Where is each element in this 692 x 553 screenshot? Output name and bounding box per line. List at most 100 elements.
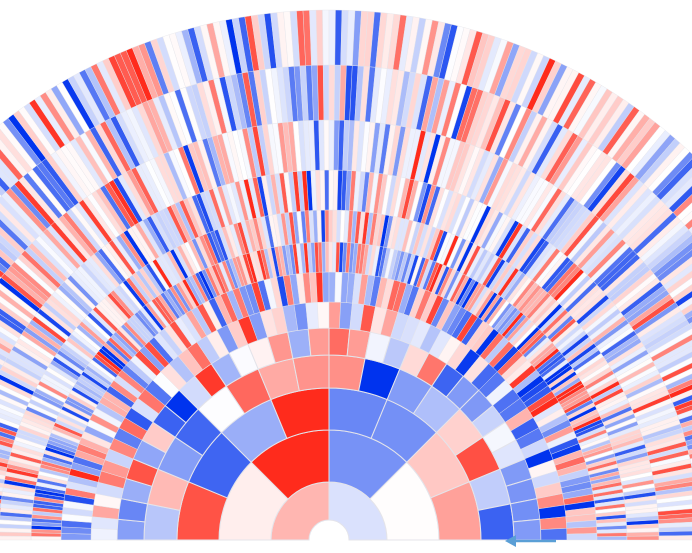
sunburst-segment	[60, 533, 92, 541]
sunburst-segment	[494, 42, 521, 98]
sunburst-segment	[567, 81, 602, 133]
sunburst-segment	[678, 414, 692, 425]
sunburst-segment	[315, 271, 324, 303]
sunburst-segment	[455, 28, 477, 85]
sunburst-segment	[672, 194, 692, 217]
sunburst-segment	[675, 290, 692, 307]
sunburst-segment	[45, 88, 81, 139]
sunburst-segment	[324, 169, 330, 211]
sunburst-segment	[162, 34, 186, 90]
sunburst-segment	[444, 25, 465, 81]
sunburst-segment	[323, 119, 330, 171]
sunburst-segment	[357, 10, 369, 67]
sunburst-segment	[0, 527, 32, 533]
sunburst-segment	[597, 102, 635, 152]
sunburst-segment	[251, 14, 266, 71]
sunburst-segment	[683, 309, 692, 320]
sunburst-segment	[322, 64, 330, 121]
sunburst-segment	[352, 10, 362, 67]
sunburst-segment	[521, 55, 550, 109]
sunburst-segment	[566, 526, 598, 535]
sunburst-segment	[582, 91, 619, 143]
sunburst-segment	[650, 334, 692, 362]
sunburst-segment	[23, 102, 61, 152]
sunburst-segment	[96, 60, 127, 114]
sunburst-segment	[0, 439, 14, 449]
sunburst-segment	[616, 117, 656, 166]
sunburst-segment	[432, 22, 452, 79]
sunburst-segment	[415, 18, 433, 75]
sunburst-segment	[375, 12, 388, 69]
sunburst-segment	[611, 114, 651, 163]
sunburst-segment	[320, 209, 326, 243]
sunburst-segment	[606, 110, 646, 159]
sunburst-segment	[0, 426, 18, 437]
sunburst-segment	[0, 314, 25, 335]
sunburst-segment	[0, 301, 30, 328]
sunburst-segment	[276, 11, 289, 68]
sunburst-segment	[0, 499, 2, 504]
sunburst-segment	[0, 128, 33, 174]
sunburst-segment	[669, 277, 692, 299]
sunburst-segment	[319, 169, 326, 211]
sunburst-segment	[363, 11, 375, 67]
sunburst-segment	[398, 15, 414, 72]
sunburst-segment	[283, 11, 295, 67]
sunburst-segment	[542, 66, 574, 119]
sunburst-segment	[0, 519, 32, 526]
sunburst-segment	[78, 69, 111, 122]
sunburst-segment	[309, 9, 318, 66]
sunburst-segment	[477, 36, 502, 92]
sunburst-segment	[0, 262, 8, 274]
sunburst-segment	[181, 28, 203, 85]
sunburst-segment	[656, 158, 692, 201]
sunburst-segment	[656, 249, 692, 282]
sunburst-segment	[102, 57, 132, 111]
sunburst-segment	[231, 17, 249, 74]
sunburst-segment	[0, 490, 3, 496]
sunburst-segment	[0, 167, 15, 189]
sunburst-segment	[187, 27, 209, 83]
sunburst-segment	[0, 408, 23, 422]
sunburst-segment	[334, 9, 343, 66]
sunburst-segment	[0, 342, 12, 354]
sunburst-segment	[168, 32, 192, 88]
sunburst-segment	[369, 11, 382, 68]
sunburst-segment	[116, 518, 146, 541]
sunburst-segment	[638, 138, 681, 185]
sunburst-segment	[596, 536, 628, 541]
sunburst-segment	[18, 106, 56, 156]
sunburst-segment	[328, 327, 351, 357]
sunburst-segment	[0, 226, 26, 255]
sunburst-segment	[668, 384, 692, 399]
sunburst-segment	[652, 339, 692, 366]
sunburst-segment	[657, 351, 692, 374]
sunburst-segment	[340, 9, 349, 66]
sunburst-segment	[392, 14, 407, 71]
sunburst-segment	[34, 95, 71, 146]
sunburst-segment	[61, 78, 96, 130]
sunburst-segment	[144, 40, 170, 96]
sunburst-segment	[315, 9, 324, 66]
sunburst-segment	[652, 467, 692, 480]
sunburst-segment	[512, 518, 542, 541]
sunburst-segment	[672, 394, 692, 408]
sunburst-segment	[648, 328, 692, 358]
sunburst-segment	[587, 95, 624, 146]
sunburst-segment	[688, 453, 692, 460]
sunburst-segment	[0, 431, 16, 441]
sunburst-segment	[317, 64, 325, 121]
sunburst-segment	[322, 271, 330, 303]
sunburst-segment	[218, 19, 237, 76]
sunburst-segment	[680, 210, 692, 226]
sunburst-segment	[119, 50, 148, 104]
sunburst-segment	[0, 185, 6, 197]
sunburst-segment	[577, 88, 613, 139]
sunburst-segment	[28, 99, 66, 149]
sunburst-segment	[0, 276, 2, 280]
sunburst-segment	[655, 485, 692, 496]
sunburst-segment	[328, 169, 334, 211]
sunburst-segment	[0, 218, 29, 251]
